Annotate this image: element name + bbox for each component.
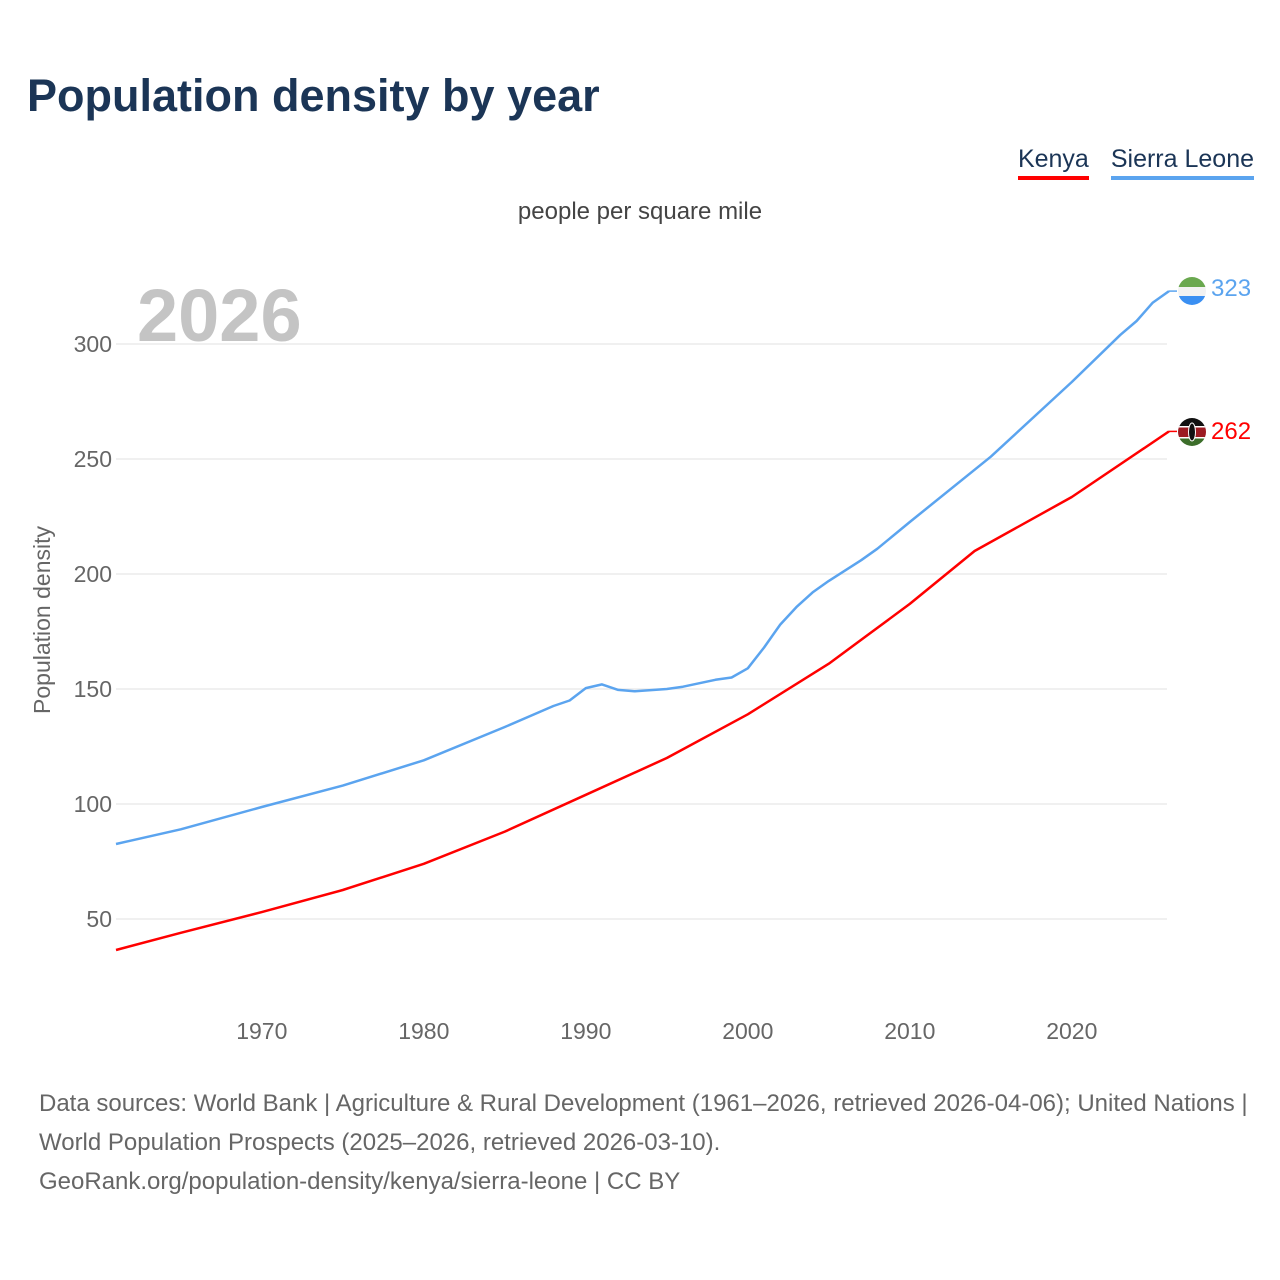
chart-subtitle: people per square mile: [517, 198, 763, 225]
footer: Data sources: World Bank | Agriculture &…: [39, 1084, 1249, 1201]
x-tick-label: 2010: [884, 1018, 935, 1044]
sierra-leone-end-label: 323: [1211, 275, 1251, 302]
sierra-leone-flag-icon: [1178, 277, 1206, 305]
x-tick-label: 1990: [560, 1018, 611, 1044]
x-tick-label: 1970: [236, 1018, 287, 1044]
x-tick-label: 2000: [722, 1018, 773, 1044]
year-watermark: 2026: [137, 274, 302, 357]
legend: Kenya Sierra Leone: [1017, 145, 1254, 180]
kenya-end-label: 262: [1211, 418, 1251, 445]
y-tick-label: 250: [74, 446, 112, 472]
x-tick-label: 1980: [398, 1018, 449, 1044]
legend-item-sierra-leone[interactable]: Sierra Leone: [1110, 145, 1254, 180]
y-tick-label: 50: [86, 906, 112, 932]
kenya-flag-icon: [1178, 418, 1206, 446]
y-tick-label: 200: [74, 561, 112, 587]
y-tick-label: 100: [74, 791, 112, 817]
series-line-kenya: [115, 430, 1170, 952]
x-tick-label: 2020: [1046, 1018, 1097, 1044]
y-tick-label: 150: [74, 676, 112, 702]
legend-item-kenya[interactable]: Kenya: [1017, 145, 1089, 180]
y-tick-label: 300: [74, 331, 112, 357]
series-line-sierra-leone: [115, 290, 1170, 846]
chart-title: Population density by year: [27, 70, 600, 121]
source-link[interactable]: GeoRank.org/population-density/kenya/sie…: [39, 1168, 681, 1195]
y-axis-label: Population density: [29, 526, 55, 714]
data-sources-text: Data sources: World Bank | Agriculture &…: [39, 1090, 1248, 1156]
